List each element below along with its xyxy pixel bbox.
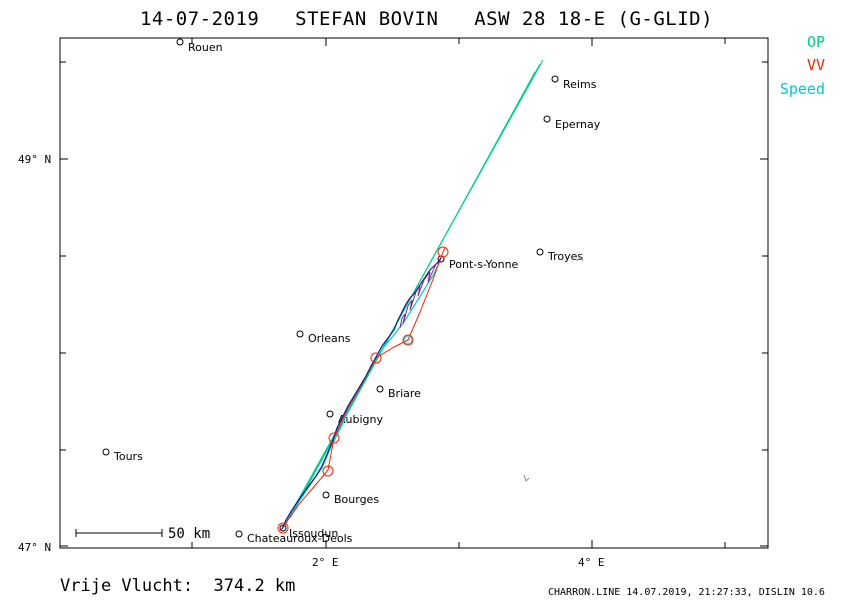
flight-trace bbox=[281, 257, 442, 530]
scale-bar-label: 50 km bbox=[168, 526, 210, 542]
town-marker-bourges bbox=[322, 491, 330, 499]
town-label-bourges: Bourges bbox=[334, 493, 379, 506]
town-marker-briare bbox=[376, 385, 384, 393]
town-label-chateauroux: Chateauroux-Deols bbox=[247, 532, 353, 545]
y-label-49: 49° N bbox=[18, 153, 51, 166]
legend-op: OP bbox=[806, 33, 825, 51]
x-label-4: 4° E bbox=[578, 556, 605, 569]
credit-label: CHARRON.LINE 14.07.2019, 21:27:33, DISLI… bbox=[548, 587, 825, 598]
y-ticks bbox=[60, 61, 768, 547]
scale-bar bbox=[75, 529, 163, 537]
town-marker-aubigny bbox=[326, 410, 334, 418]
distance-label: Vrije Vlucht: 374.2 km bbox=[60, 576, 296, 596]
town-marker-epernay bbox=[543, 115, 551, 123]
town-marker-tours bbox=[102, 448, 110, 456]
town-marker-rouen bbox=[176, 38, 184, 46]
town-label-aubigny: Aubigny bbox=[338, 413, 383, 426]
x-ticks bbox=[191, 38, 726, 548]
town-label-issoudun: Issoudun bbox=[289, 527, 338, 540]
town-marker-chateauroux bbox=[235, 530, 243, 538]
turnpoint-circles bbox=[277, 246, 449, 534]
town-marker-reims bbox=[551, 75, 559, 83]
stray-mark-east bbox=[523, 474, 530, 482]
town-label-reims: Reims bbox=[563, 78, 597, 91]
map-title: 14-07-2019 STEFAN BOVIN ASW 28 18-E (G-G… bbox=[139, 8, 714, 30]
town-marker-troyes bbox=[536, 248, 544, 256]
town-label-epernay: Epernay bbox=[555, 118, 601, 131]
flight-trace-wiggle bbox=[399, 261, 441, 329]
town-marker-orleans bbox=[296, 330, 304, 338]
town-label-troyes: Troyes bbox=[547, 250, 583, 263]
y-label-47: 47° N bbox=[18, 541, 51, 554]
legend-vv: VV bbox=[806, 56, 825, 74]
stray-mark-troyes bbox=[576, 256, 584, 262]
x-label-2: 2° E bbox=[312, 556, 339, 569]
town-label-briare: Briare bbox=[388, 387, 421, 400]
map-frame bbox=[59, 37, 769, 549]
town-label-pont-s-yonne: Pont-s-Yonne bbox=[449, 258, 519, 271]
legend-speed: Speed bbox=[779, 80, 825, 98]
town-markers bbox=[102, 38, 559, 538]
town-label-rouen: Rouen bbox=[188, 41, 223, 54]
town-label-orleans: Orleans bbox=[308, 332, 351, 345]
op-lines bbox=[282, 59, 544, 528]
town-label-tours: Tours bbox=[113, 450, 143, 463]
speed-marker bbox=[403, 335, 413, 345]
